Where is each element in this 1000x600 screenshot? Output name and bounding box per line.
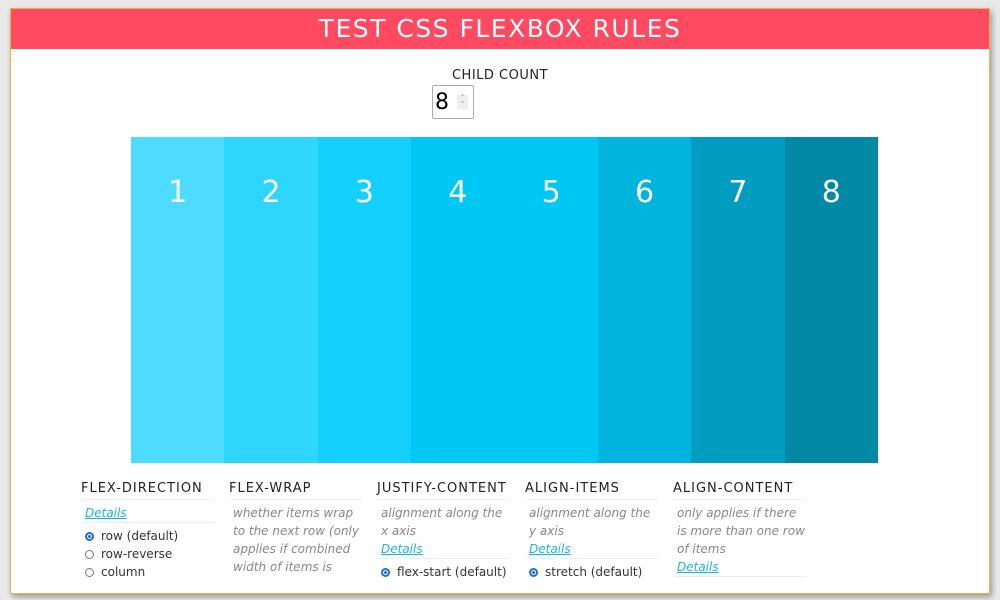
radio-column[interactable]: column [81, 563, 214, 581]
align-items-description: alignment along the y axis [529, 506, 651, 538]
radio-flex-start[interactable]: flex-start (default) [377, 563, 510, 581]
radio-checked-icon[interactable] [85, 531, 94, 541]
justify-content-description: alignment along the x axis [381, 506, 503, 538]
radio-stretch[interactable]: stretch (default) [525, 563, 658, 581]
justify-content-details-link[interactable]: Details [377, 540, 510, 559]
controls-panel: FLEX-DIRECTION Details row (default) row… [81, 481, 821, 581]
option-label: stretch (default) [545, 565, 643, 579]
option-label: row-reverse [101, 547, 173, 561]
flex-wrap-description: whether items wrap to the next row (only… [233, 506, 359, 574]
radio-checked-icon[interactable] [529, 567, 538, 577]
flex-child: 6 [597, 137, 692, 463]
app-window: TEST CSS FLEXBOX RULES CHILD COUNT ˄˅ 12… [10, 8, 990, 594]
radio-checked-icon[interactable] [381, 567, 390, 577]
child-count-stepper[interactable]: ˄˅ [432, 85, 474, 119]
flex-child: 1 [131, 137, 225, 463]
align-content-details-link[interactable]: Details [673, 558, 806, 577]
flex-direction-details-link[interactable]: Details [81, 504, 214, 523]
justify-content-group: JUSTIFY-CONTENT alignment along the x ax… [377, 481, 510, 581]
flex-wrap-title: FLEX-WRAP [229, 481, 362, 500]
child-count-input[interactable] [433, 89, 457, 115]
flex-direction-title: FLEX-DIRECTION [81, 481, 214, 500]
flex-child: 2 [224, 137, 318, 463]
flex-direction-group: FLEX-DIRECTION Details row (default) row… [81, 481, 214, 581]
flex-child: 3 [317, 137, 412, 463]
page-title: TEST CSS FLEXBOX RULES [11, 9, 989, 49]
option-label: column [101, 565, 146, 579]
child-count-label: CHILD COUNT [451, 68, 549, 83]
spinner-arrows-icon[interactable]: ˄ ˅ [457, 95, 468, 109]
flex-child: 4 [411, 137, 505, 463]
align-items-group: ALIGN-ITEMS alignment along the y axis D… [525, 481, 658, 581]
radio-row[interactable]: row (default) [81, 527, 214, 545]
align-items-title: ALIGN-ITEMS [525, 481, 658, 500]
radio-icon[interactable] [85, 567, 94, 577]
align-content-title: ALIGN-CONTENT [673, 481, 806, 500]
option-label: row (default) [101, 529, 179, 543]
radio-row-reverse[interactable]: row-reverse [81, 545, 214, 563]
align-items-details-link[interactable]: Details [525, 540, 658, 559]
align-content-group: ALIGN-CONTENT only applies if there is m… [673, 481, 806, 581]
flex-child: 8 [784, 137, 878, 463]
align-content-description: only applies if there is more than one r… [677, 506, 805, 556]
justify-content-title: JUSTIFY-CONTENT [377, 481, 510, 500]
radio-icon[interactable] [85, 549, 94, 559]
flex-wrap-group: FLEX-WRAP whether items wrap to the next… [229, 481, 362, 581]
flex-child: 5 [504, 137, 598, 463]
option-label: flex-start (default) [397, 565, 507, 579]
flex-child: 7 [691, 137, 785, 463]
